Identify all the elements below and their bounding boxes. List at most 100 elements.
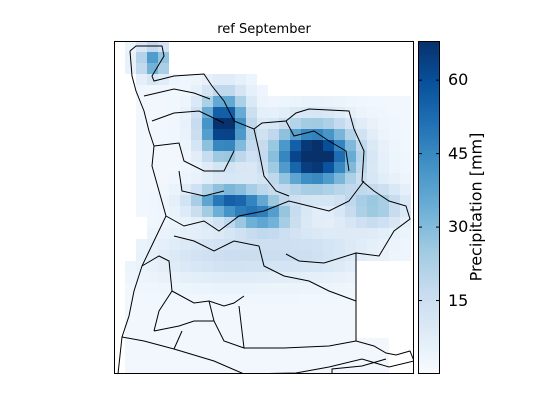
grid-cell	[246, 96, 257, 107]
grid-cell	[257, 107, 268, 118]
grid-cell	[180, 305, 191, 316]
grid-cell	[367, 360, 378, 371]
grid-cell	[279, 250, 290, 261]
grid-cell	[334, 184, 345, 195]
province-border	[285, 120, 350, 172]
grid-cell	[290, 173, 301, 184]
grid-cell	[169, 151, 180, 162]
grid-cell	[356, 151, 367, 162]
grid-cell	[389, 228, 400, 239]
grid-cell	[356, 239, 367, 250]
grid-cell	[180, 195, 191, 206]
grid-cell	[213, 228, 224, 239]
grid-cell	[400, 250, 411, 261]
grid-cell	[202, 195, 213, 206]
grid-cell	[312, 162, 323, 173]
grid-cell	[147, 85, 158, 96]
grid-cell	[213, 140, 224, 151]
grid-cell	[257, 239, 268, 250]
grid-cell	[169, 327, 180, 338]
grid-cell	[235, 140, 246, 151]
grid-cell	[378, 195, 389, 206]
grid-cell	[290, 305, 301, 316]
grid-cell	[136, 316, 147, 327]
grid-cell	[279, 305, 290, 316]
grid-cell	[202, 118, 213, 129]
grid-cell	[180, 316, 191, 327]
grid-cell	[125, 360, 136, 371]
grid-cell	[136, 96, 147, 107]
province-border	[171, 290, 245, 307]
grid-cell	[191, 140, 202, 151]
grid-cell	[389, 162, 400, 173]
grid-cell	[257, 96, 268, 107]
map-title: ref September	[217, 22, 311, 37]
grid-cell	[180, 371, 191, 374]
grid-cell	[246, 371, 257, 374]
grid-cell	[268, 327, 279, 338]
colorbar-tick-label: 15	[448, 290, 469, 310]
grid-cell	[191, 283, 202, 294]
grid-cell	[323, 349, 334, 360]
grid-cell	[378, 173, 389, 184]
grid-cell	[312, 217, 323, 228]
grid-cell	[147, 74, 158, 85]
grid-cell	[202, 327, 213, 338]
angola-border	[117, 45, 414, 374]
grid-cell	[356, 228, 367, 239]
grid-cell	[169, 206, 180, 217]
grid-cell	[268, 195, 279, 206]
grid-cell	[312, 316, 323, 327]
grid-cell	[136, 151, 147, 162]
grid-cell	[290, 283, 301, 294]
grid-cell	[301, 228, 312, 239]
grid-cell	[246, 349, 257, 360]
grid-cell	[202, 349, 213, 360]
grid-cell	[323, 184, 334, 195]
grid-cell	[290, 360, 301, 371]
grid-cell	[378, 107, 389, 118]
grid-cell	[312, 327, 323, 338]
grid-cell	[389, 250, 400, 261]
grid-cell	[345, 96, 356, 107]
grid-cell	[257, 272, 268, 283]
grid-cell	[202, 360, 213, 371]
grid-cell	[312, 283, 323, 294]
grid-cell	[235, 272, 246, 283]
grid-cell	[334, 349, 345, 360]
grid-cell	[389, 239, 400, 250]
grid-cell	[367, 195, 378, 206]
grid-cell	[400, 96, 411, 107]
grid-cell	[334, 272, 345, 283]
grid-cell	[169, 272, 180, 283]
grid-cell	[224, 371, 235, 374]
grid-cell	[378, 371, 389, 374]
grid-cell	[246, 261, 257, 272]
province-border	[178, 170, 225, 197]
grid-cell	[246, 360, 257, 371]
grid-cell	[279, 206, 290, 217]
grid-cell	[378, 140, 389, 151]
grid-cell	[169, 371, 180, 374]
grid-cell	[235, 327, 246, 338]
grid-cell	[356, 250, 367, 261]
grid-cell	[389, 195, 400, 206]
grid-cell	[213, 305, 224, 316]
grid-cell	[180, 74, 191, 85]
grid-cell	[158, 261, 169, 272]
grid-cell	[158, 85, 169, 96]
grid-cell	[301, 206, 312, 217]
grid-cell	[279, 371, 290, 374]
grid-cell	[312, 118, 323, 129]
grid-cell	[169, 228, 180, 239]
grid-cell	[301, 294, 312, 305]
grid-cell	[367, 217, 378, 228]
grid-cell	[268, 206, 279, 217]
grid-cell	[279, 118, 290, 129]
grid-cell	[191, 239, 202, 250]
grid-cell	[213, 85, 224, 96]
grid-cell	[356, 206, 367, 217]
coastline	[121, 50, 167, 338]
grid-cell	[290, 349, 301, 360]
grid-cell	[290, 96, 301, 107]
